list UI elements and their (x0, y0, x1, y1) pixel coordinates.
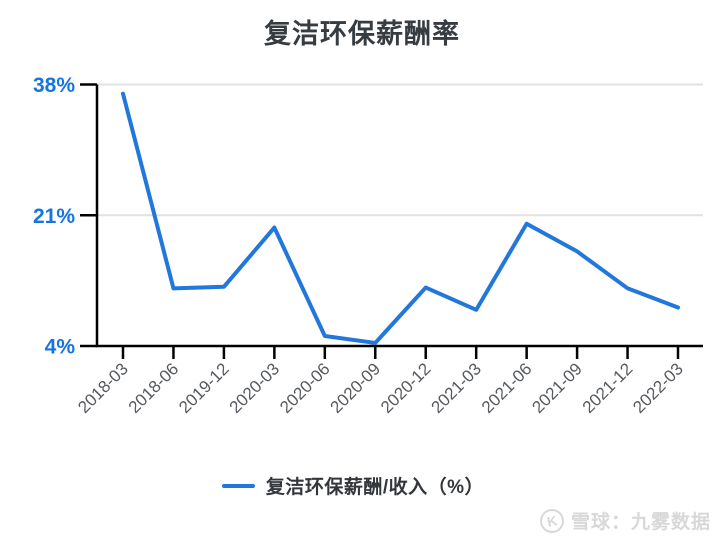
xueqiu-circle-icon: K (537, 506, 567, 535)
y-tick-label: 38% (33, 74, 75, 97)
x-tick-label: 2021-03 (427, 359, 485, 417)
x-tick-label: 2021-12 (579, 359, 637, 417)
x-tick-label: 2022-03 (629, 359, 687, 417)
y-tick-label: 4% (45, 336, 76, 359)
x-tick-label: 2020-03 (226, 359, 284, 417)
legend: 复洁环保薪酬/收入（%） (0, 472, 715, 499)
x-tick-label: 2018-03 (74, 359, 132, 417)
x-tick-label: 2021-09 (528, 359, 586, 417)
chart-title: 复洁环保薪酬率 (264, 19, 460, 49)
x-tick-label: 2020-09 (327, 359, 385, 417)
x-tick-label: 2020-06 (276, 359, 334, 417)
series-line (121, 91, 680, 345)
legend-line-swatch (221, 483, 255, 488)
x-tick-label: 2019-12 (175, 359, 233, 417)
watermark-text: 雪球：九雾数据 (570, 512, 711, 533)
y-tick-label: 21% (33, 205, 75, 228)
watermark: K 雪球：九雾数据 (537, 506, 711, 535)
x-tick-label: 2018-06 (125, 359, 183, 417)
x-tick-label: 2020-12 (377, 359, 435, 417)
x-tick-label: 2021-06 (478, 359, 536, 417)
legend-label: 复洁环保薪酬/收入（%） (265, 477, 485, 498)
